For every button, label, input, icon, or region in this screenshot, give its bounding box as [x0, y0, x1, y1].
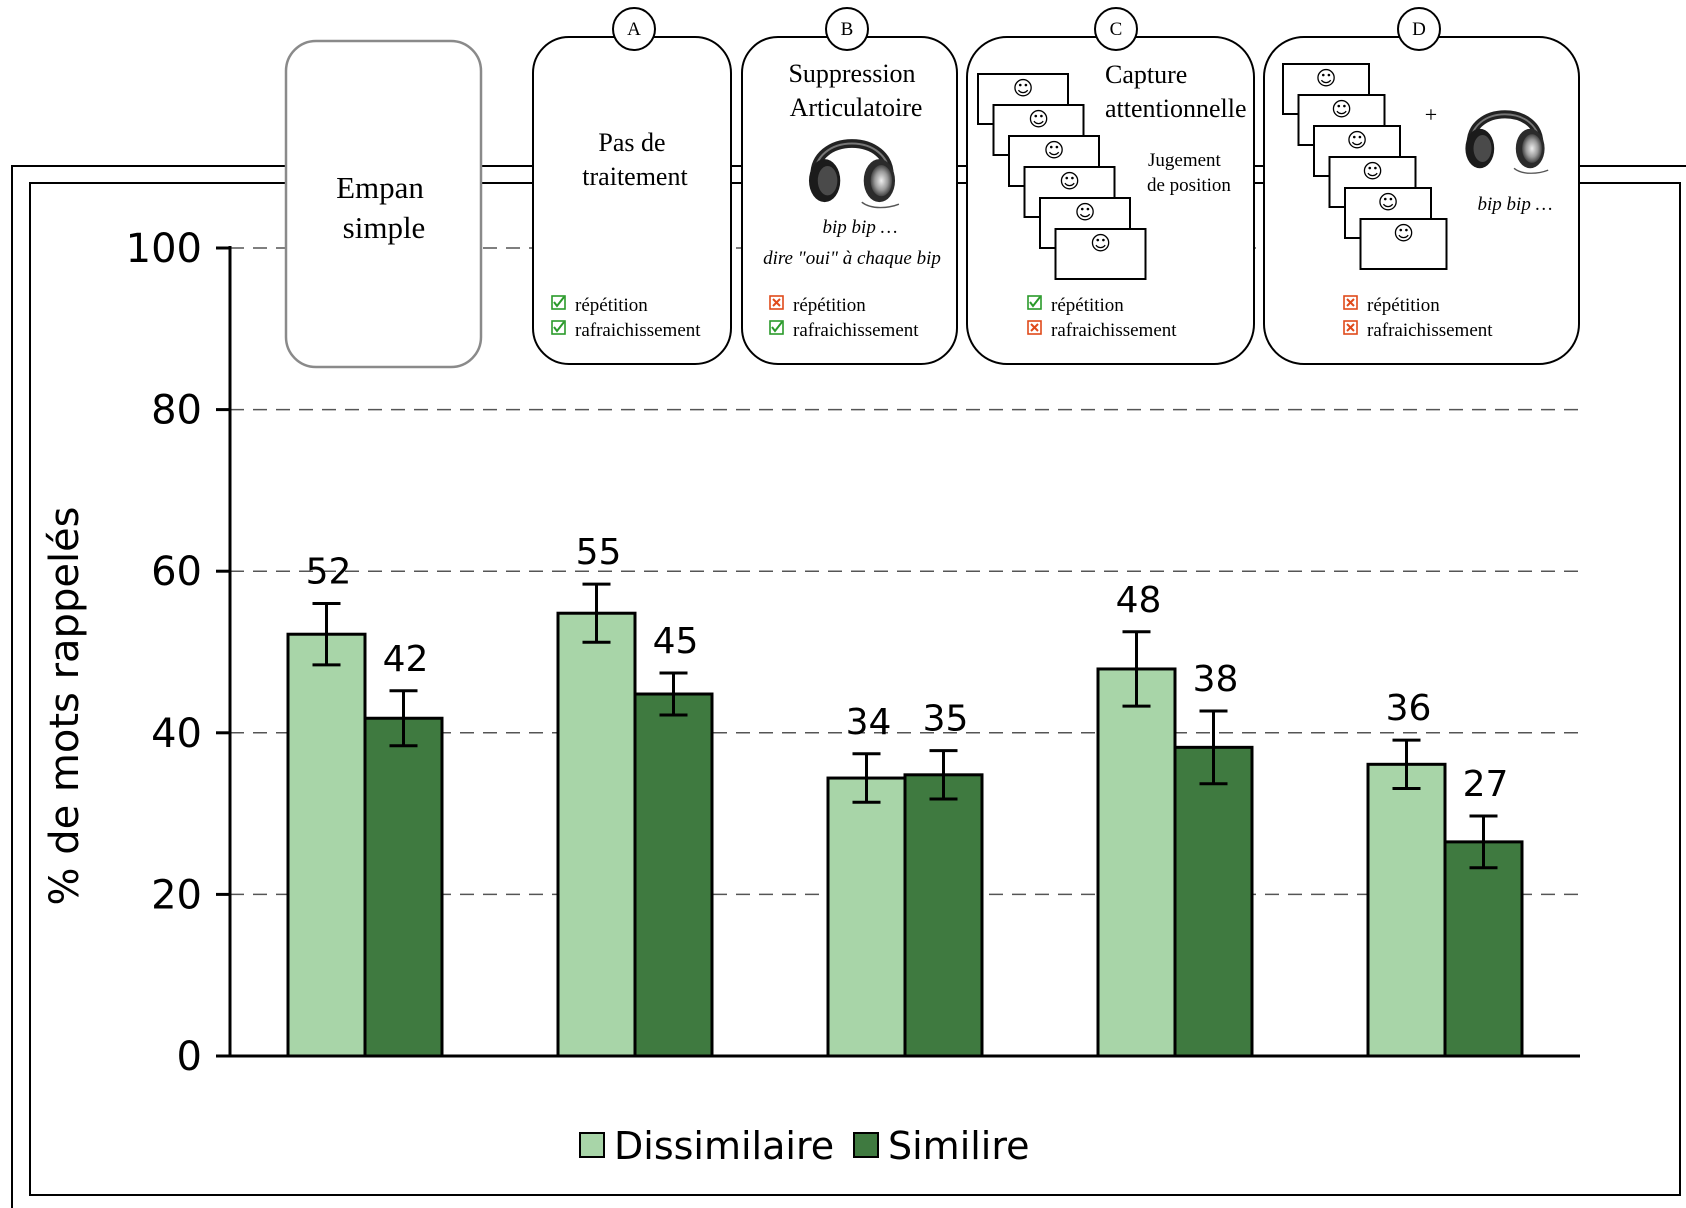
bar-dissimilaire: [826, 776, 907, 1058]
check-icon: [769, 320, 784, 335]
panel-a-raf: rafraichissement: [575, 320, 701, 341]
panel-empan-box: [284, 39, 483, 369]
smiley-icon: ☺: [1075, 200, 1096, 224]
value-label: 38: [1193, 659, 1239, 700]
y-tick-label: 20: [151, 872, 202, 918]
value-label: 36: [1386, 688, 1432, 729]
bar-dissimilaire: [286, 632, 367, 1058]
panel-b: B Suppression Articulatoire bip bip … di…: [741, 7, 958, 365]
cross-icon: [1343, 320, 1358, 335]
panel-b-letter: B: [841, 19, 854, 40]
smiley-icon: ☺: [1090, 231, 1111, 255]
panel-d-letter: D: [1412, 19, 1426, 40]
legend-swatch-similire: [853, 1132, 879, 1158]
smiley-icon: ☺: [1316, 66, 1337, 90]
y-tick-label: 60: [151, 549, 202, 595]
panel-a-rep: répétition: [575, 295, 648, 316]
y-tick-label: 100: [126, 226, 202, 272]
panel-d-raf: rafraichissement: [1367, 320, 1493, 341]
panel-c: C ☺ ☺ ☺ ☺ ☺ ☺ Capture attentionnelle Jugement…: [966, 7, 1255, 365]
panel-a-letter: A: [627, 19, 641, 40]
smiley-icon: ☺: [1028, 107, 1049, 131]
panel-d-badge: [1397, 7, 1441, 51]
smiley-icon: ☺: [1378, 190, 1399, 214]
panel-d-plus: +: [1425, 102, 1437, 127]
panel-c-badge: [1094, 7, 1138, 51]
value-label: 35: [923, 699, 969, 740]
y-tick-label: 40: [151, 711, 202, 757]
screen-card: [1054, 228, 1147, 280]
panel-b-badge: [825, 7, 869, 51]
smiley-icon: ☺: [1331, 97, 1352, 121]
smiley-icon: ☺: [1013, 76, 1034, 100]
bar-similire: [1443, 840, 1524, 1058]
legend: Dissimilaire Similire: [579, 1124, 1030, 1168]
panel-b-title-line1: Suppression: [788, 59, 915, 88]
bar-similire: [633, 692, 714, 1058]
value-label: 42: [383, 639, 429, 680]
panel-empan-line1: Empan: [336, 170, 424, 205]
panel-c-rep: répétition: [1051, 295, 1124, 316]
error-bars: [312, 582, 1498, 870]
bar-similire: [363, 716, 444, 1058]
cross-icon: [769, 295, 784, 310]
panel-d-note1: bip bip …: [1478, 194, 1553, 215]
value-labels: 52 42 55 45 34 35 48 38 36 27: [306, 532, 1509, 805]
smiley-icon: ☺: [1362, 159, 1383, 183]
panel-b-rep: répétition: [793, 295, 866, 316]
panel-d: D ☺ ☺ ☺ ☺ ☺ ☺ + bip bip … répétition rafraich…: [1263, 7, 1580, 365]
panel-b-note2: dire "oui" à chaque bip: [763, 248, 941, 269]
panel-b-raf: rafraichissement: [793, 320, 919, 341]
bar-similire: [1173, 745, 1254, 1058]
smiley-icon: ☺: [1059, 169, 1080, 193]
smiley-icon: ☺: [1044, 138, 1065, 162]
legend-label-dissimilaire: Dissimilaire: [614, 1124, 834, 1168]
smiley-icon: ☺: [1393, 221, 1414, 245]
panel-a-badge: [612, 7, 656, 51]
panel-a-title-line1: Pas de: [598, 128, 665, 157]
cross-icon: [1343, 295, 1358, 310]
panel-a: A Pas de traitement répétition rafraichi…: [532, 7, 732, 365]
bar-similire: [903, 773, 984, 1058]
value-label: 55: [576, 532, 622, 573]
y-tick-label: 0: [177, 1034, 202, 1080]
bar-dissimilaire: [1366, 762, 1447, 1058]
panel-c-cards: ☺ ☺ ☺ ☺ ☺ ☺: [977, 73, 1147, 280]
panel-c-note1: Jugement: [1148, 150, 1222, 171]
panel-empan-simple: Empan simple: [284, 39, 483, 369]
value-label: 45: [653, 621, 699, 662]
panel-d-cards: ☺ ☺ ☺ ☺ ☺ ☺: [1282, 63, 1448, 270]
bar-dissimilaire: [556, 611, 637, 1058]
smiley-icon: ☺: [1347, 128, 1368, 152]
panel-c-raf: rafraichissement: [1051, 320, 1177, 341]
bar-dissimilaire: [1096, 667, 1177, 1058]
panel-b-note1: bip bip …: [823, 217, 898, 238]
cross-icon: [1027, 320, 1042, 335]
legend-swatch-dissimilaire: [579, 1132, 605, 1158]
legend-label-similire: Similire: [888, 1124, 1030, 1168]
panel-b-title-line2: Articulatoire: [790, 93, 923, 122]
screen-card: [1359, 218, 1448, 270]
value-label: 52: [306, 552, 352, 593]
panel-c-letter: C: [1110, 19, 1123, 40]
check-icon: [1027, 295, 1042, 310]
panel-c-title-line1: Capture: [1105, 60, 1187, 89]
panel-c-title-line2: attentionnelle: [1105, 94, 1247, 123]
value-label: 27: [1463, 764, 1509, 805]
panel-empan-line2: simple: [343, 210, 426, 245]
bar-marks: [286, 611, 1524, 1058]
y-tick-label: 80: [151, 388, 202, 434]
y-axis-label: % de mots rappelés: [42, 506, 88, 905]
check-icon: [551, 320, 566, 335]
panel-a-title-line2: traitement: [582, 162, 688, 191]
value-label: 48: [1116, 580, 1162, 621]
panel-d-rep: répétition: [1367, 295, 1440, 316]
value-label: 34: [846, 702, 892, 743]
check-icon: [551, 295, 566, 310]
panel-c-note2: de position: [1147, 175, 1231, 196]
y-axis-ticks: 0 20 40 60 80 100: [126, 226, 230, 1080]
